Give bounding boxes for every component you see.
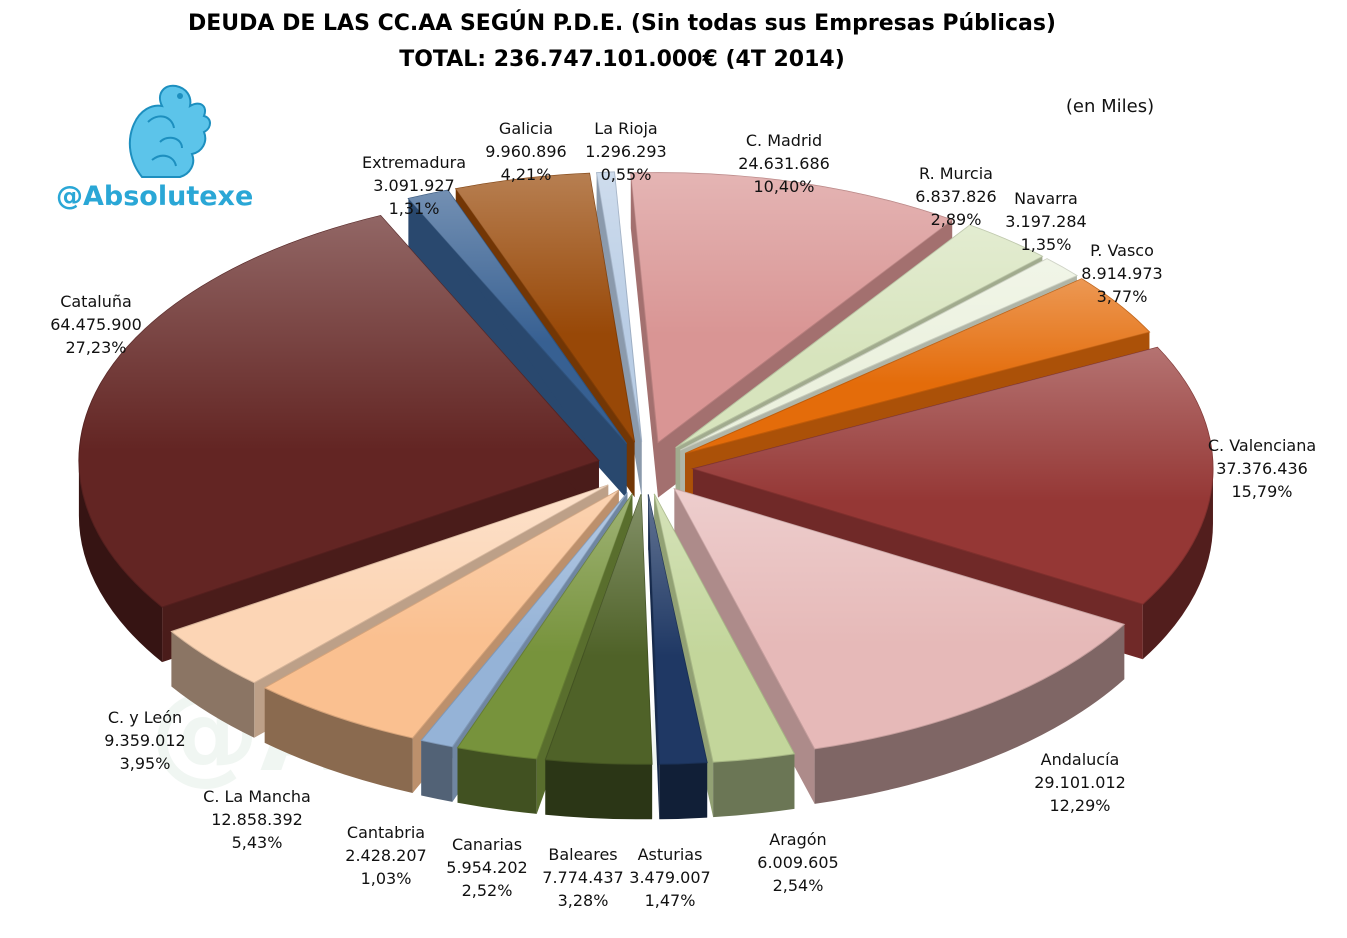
slice-cantabria-sheen (421, 492, 628, 747)
slice-asturias (647, 494, 708, 820)
data-label-cataluna: Cataluña 64.475.900 27,23% (50, 292, 142, 357)
slice-cantabria-rim (421, 740, 453, 802)
griffin-icon (128, 84, 211, 178)
slice-c-valenciana-rim (1142, 468, 1213, 660)
data-label-p-vasco: P. Vasco 8.914.973 3,77% (1081, 241, 1162, 306)
data-label-galicia: Galicia 9.960.896 4,21% (485, 119, 566, 184)
slice-galicia-sheen (455, 173, 635, 443)
slice-c-valenciana-sheen (692, 347, 1213, 605)
slice-canarias-sheen (457, 493, 633, 759)
slice-c-madrid-wall (630, 172, 659, 498)
slice-canarias (456, 493, 633, 814)
slice-extremadura-sheen (408, 190, 627, 444)
slice-baleares-rim (545, 759, 653, 820)
chart-subtitle: TOTAL: 236.747.101.000€ (4T 2014) (399, 47, 845, 72)
slice-andalucia-wall (674, 488, 815, 804)
slice-andalucia (673, 488, 1126, 804)
data-label-navarra: Navarra 3.197.284 1,35% (1005, 189, 1086, 254)
slice-canarias-rim (457, 747, 537, 814)
data-label-aragon: Aragón 6.009.605 2,54% (757, 830, 838, 895)
slice-asturias-sheen (648, 494, 708, 765)
data-label-extremadura: Extremadura 3.091.927 1,31% (362, 153, 466, 218)
data-label-cantabria: Cantabria 2.428.207 1,03% (345, 823, 426, 888)
data-label-c-la-mancha: C. La Mancha 12.858.392 5,43% (203, 787, 311, 852)
data-label-c-y-leon: C. y León 9.359.012 3,95% (104, 708, 185, 773)
slice-p-vasco-sheen (685, 278, 1150, 454)
slice-la-rioja-sheen (596, 172, 642, 442)
slice-navarra-sheen (680, 258, 1077, 451)
slice-andalucia-sheen (674, 488, 1125, 749)
data-label-canarias: Canarias 5.954.202 2,52% (446, 835, 527, 900)
slice-extremadura (407, 189, 628, 499)
slice-c-la-mancha-sheen (264, 490, 619, 738)
slice-c-y-leon-rim (171, 631, 255, 738)
slice-c-la-mancha-rim (264, 687, 413, 793)
pie-labels: C. Madrid 24.631.686 10,40% R. Murcia 6.837.… (50, 119, 1316, 910)
brand-handle: @Absolutexe (56, 181, 253, 212)
data-label-c-valenciana: C. Valenciana 37.376.436 15,79% (1208, 436, 1316, 501)
data-label-andalucia: Andalucía 29.101.012 12,29% (1034, 750, 1126, 815)
slice-andalucia-rim (814, 624, 1125, 804)
pie-slices (78, 171, 1214, 820)
slice-asturias-wall (648, 494, 660, 820)
slice-cataluna-sheen (78, 215, 599, 608)
slice-c-madrid-sheen (630, 172, 953, 443)
data-label-c-madrid: C. Madrid 24.631.686 10,40% (738, 131, 830, 196)
slice-aragon-rim (713, 753, 795, 818)
slice-baleares-sheen (545, 494, 653, 765)
data-label-la-rioja: La Rioja 1.296.293 0,55% (585, 119, 666, 184)
data-label-asturias: Asturias 3.479.007 1,47% (629, 845, 710, 910)
slice-c-y-leon-sheen (171, 484, 609, 683)
slice-aragon-sheen (654, 493, 795, 763)
slice-r-murcia-sheen (675, 225, 1043, 448)
data-label-r-murcia: R. Murcia 6.837.826 2,89% (915, 164, 996, 229)
slice-asturias-rim (659, 762, 708, 820)
chart-title: DEUDA DE LAS CC.AA SEGÚN P.D.E. (Sin tod… (188, 10, 1056, 36)
data-label-baleares: Baleares 7.774.437 3,28% (542, 845, 623, 910)
slice-extremadura-wall (408, 198, 627, 499)
units-note: (en Miles) (1066, 96, 1154, 117)
slice-baleares (544, 494, 653, 820)
slice-cataluna-rim (78, 460, 163, 663)
